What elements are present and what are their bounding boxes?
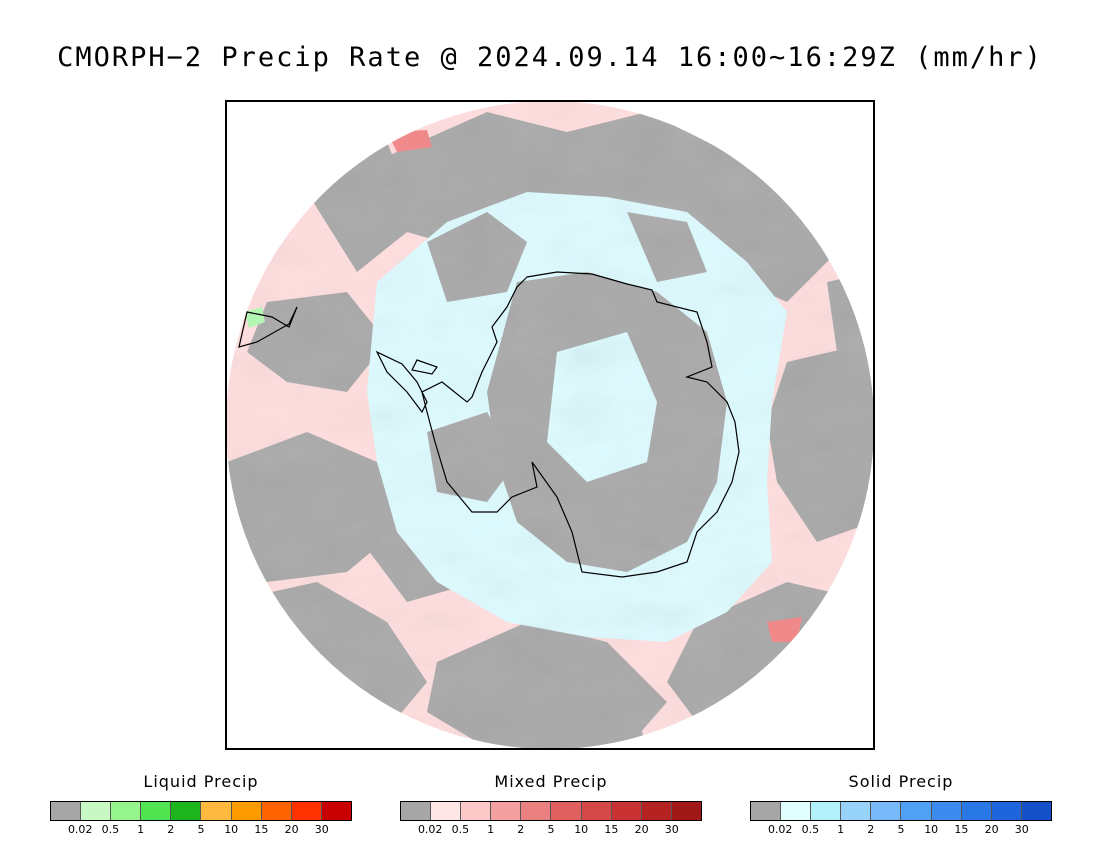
legend-tick-label: 15 — [954, 823, 969, 836]
south-america-tip — [238, 306, 298, 348]
legend-tick-label: 1 — [487, 823, 495, 836]
legend-tick-label: 20 — [984, 823, 999, 836]
legend-tick-label: 2 — [517, 823, 525, 836]
legend-tick-label: 5 — [547, 823, 555, 836]
legend-swatch — [81, 802, 112, 820]
legend-tick-label: 0.5 — [801, 823, 820, 836]
legend-swatch — [491, 802, 522, 820]
legend-swatch — [231, 802, 262, 820]
legend-colorbar — [50, 801, 352, 821]
legend-tick-label: 0.5 — [451, 823, 470, 836]
legend-tick-label: 5 — [897, 823, 905, 836]
legend-tick-label: 5 — [197, 823, 205, 836]
legend-ticks: 0.02 0.5 1 2 5 10 15 20 30 — [50, 823, 352, 837]
legend-tick-label: 0.02 — [417, 823, 443, 836]
legend-tick-label: 15 — [604, 823, 619, 836]
legend-swatch — [291, 802, 322, 820]
legend-tick-label: 15 — [254, 823, 269, 836]
legend-swatch — [581, 802, 612, 820]
legend-swatch — [111, 802, 142, 820]
legend-swatch — [611, 802, 642, 820]
legend-swatch — [901, 802, 932, 820]
legend-swatch — [141, 802, 172, 820]
legend-swatch — [641, 802, 672, 820]
legend-swatch — [321, 802, 351, 820]
legend-swatch — [751, 802, 782, 820]
legend-title: Liquid Precip — [143, 772, 259, 791]
legend-swatch — [51, 802, 82, 820]
legend-tick-label: 0.02 — [767, 823, 793, 836]
legend-tick-label: 2 — [167, 823, 175, 836]
legend-tick-label: 1 — [137, 823, 145, 836]
legend-swatch — [991, 802, 1022, 820]
legend-tick-label: 30 — [664, 823, 679, 836]
legend-tick-label: 30 — [314, 823, 329, 836]
legend-swatch — [201, 802, 232, 820]
legend-swatch — [871, 802, 902, 820]
legend-swatch — [521, 802, 552, 820]
legend-swatch — [401, 802, 432, 820]
legend-tick-label: 0.02 — [67, 823, 93, 836]
legend-swatch — [811, 802, 842, 820]
legend-tick-label: 2 — [867, 823, 875, 836]
legend-mixed-precip: Mixed Precip 0.02 0.5 1 2 5 10 15 20 30 — [400, 772, 702, 837]
legend-title: Mixed Precip — [494, 772, 608, 791]
legend-swatch — [551, 802, 582, 820]
legend-solid-precip: Solid Precip 0.02 0.5 1 2 5 10 15 20 30 — [750, 772, 1052, 837]
legend-swatch — [961, 802, 992, 820]
legend-swatch — [671, 802, 701, 820]
legend-colorbar — [750, 801, 1052, 821]
legend-tick-label: 30 — [1014, 823, 1029, 836]
precip-field — [227, 102, 873, 748]
legend-swatch — [261, 802, 292, 820]
legend-swatch — [841, 802, 872, 820]
polar-precip-map — [227, 102, 873, 748]
legend-tick-label: 1 — [837, 823, 845, 836]
legend-tick-label: 10 — [924, 823, 939, 836]
legend-tick-label: 10 — [574, 823, 589, 836]
legend-swatch — [781, 802, 812, 820]
legend-tick-label: 20 — [284, 823, 299, 836]
legend-liquid-precip: Liquid Precip 0.02 0.5 1 2 5 10 15 20 30 — [50, 772, 352, 837]
map-frame — [225, 100, 875, 750]
legend-title: Solid Precip — [848, 772, 954, 791]
legend-ticks: 0.02 0.5 1 2 5 10 15 20 30 — [400, 823, 702, 837]
legend-colorbar — [400, 801, 702, 821]
map-title: CMORPH−2 Precip Rate @ 2024.09.14 16:00~… — [57, 42, 1043, 73]
legend-ticks: 0.02 0.5 1 2 5 10 15 20 30 — [750, 823, 1052, 837]
legend-swatch — [1021, 802, 1051, 820]
legend-swatch — [461, 802, 492, 820]
legend-tick-label: 0.5 — [101, 823, 120, 836]
legend-tick-label: 20 — [634, 823, 649, 836]
antarctica-coastline — [421, 271, 740, 578]
legend-swatch — [171, 802, 202, 820]
legend-tick-label: 10 — [224, 823, 239, 836]
legend-swatch — [931, 802, 962, 820]
legend-swatch — [431, 802, 462, 820]
